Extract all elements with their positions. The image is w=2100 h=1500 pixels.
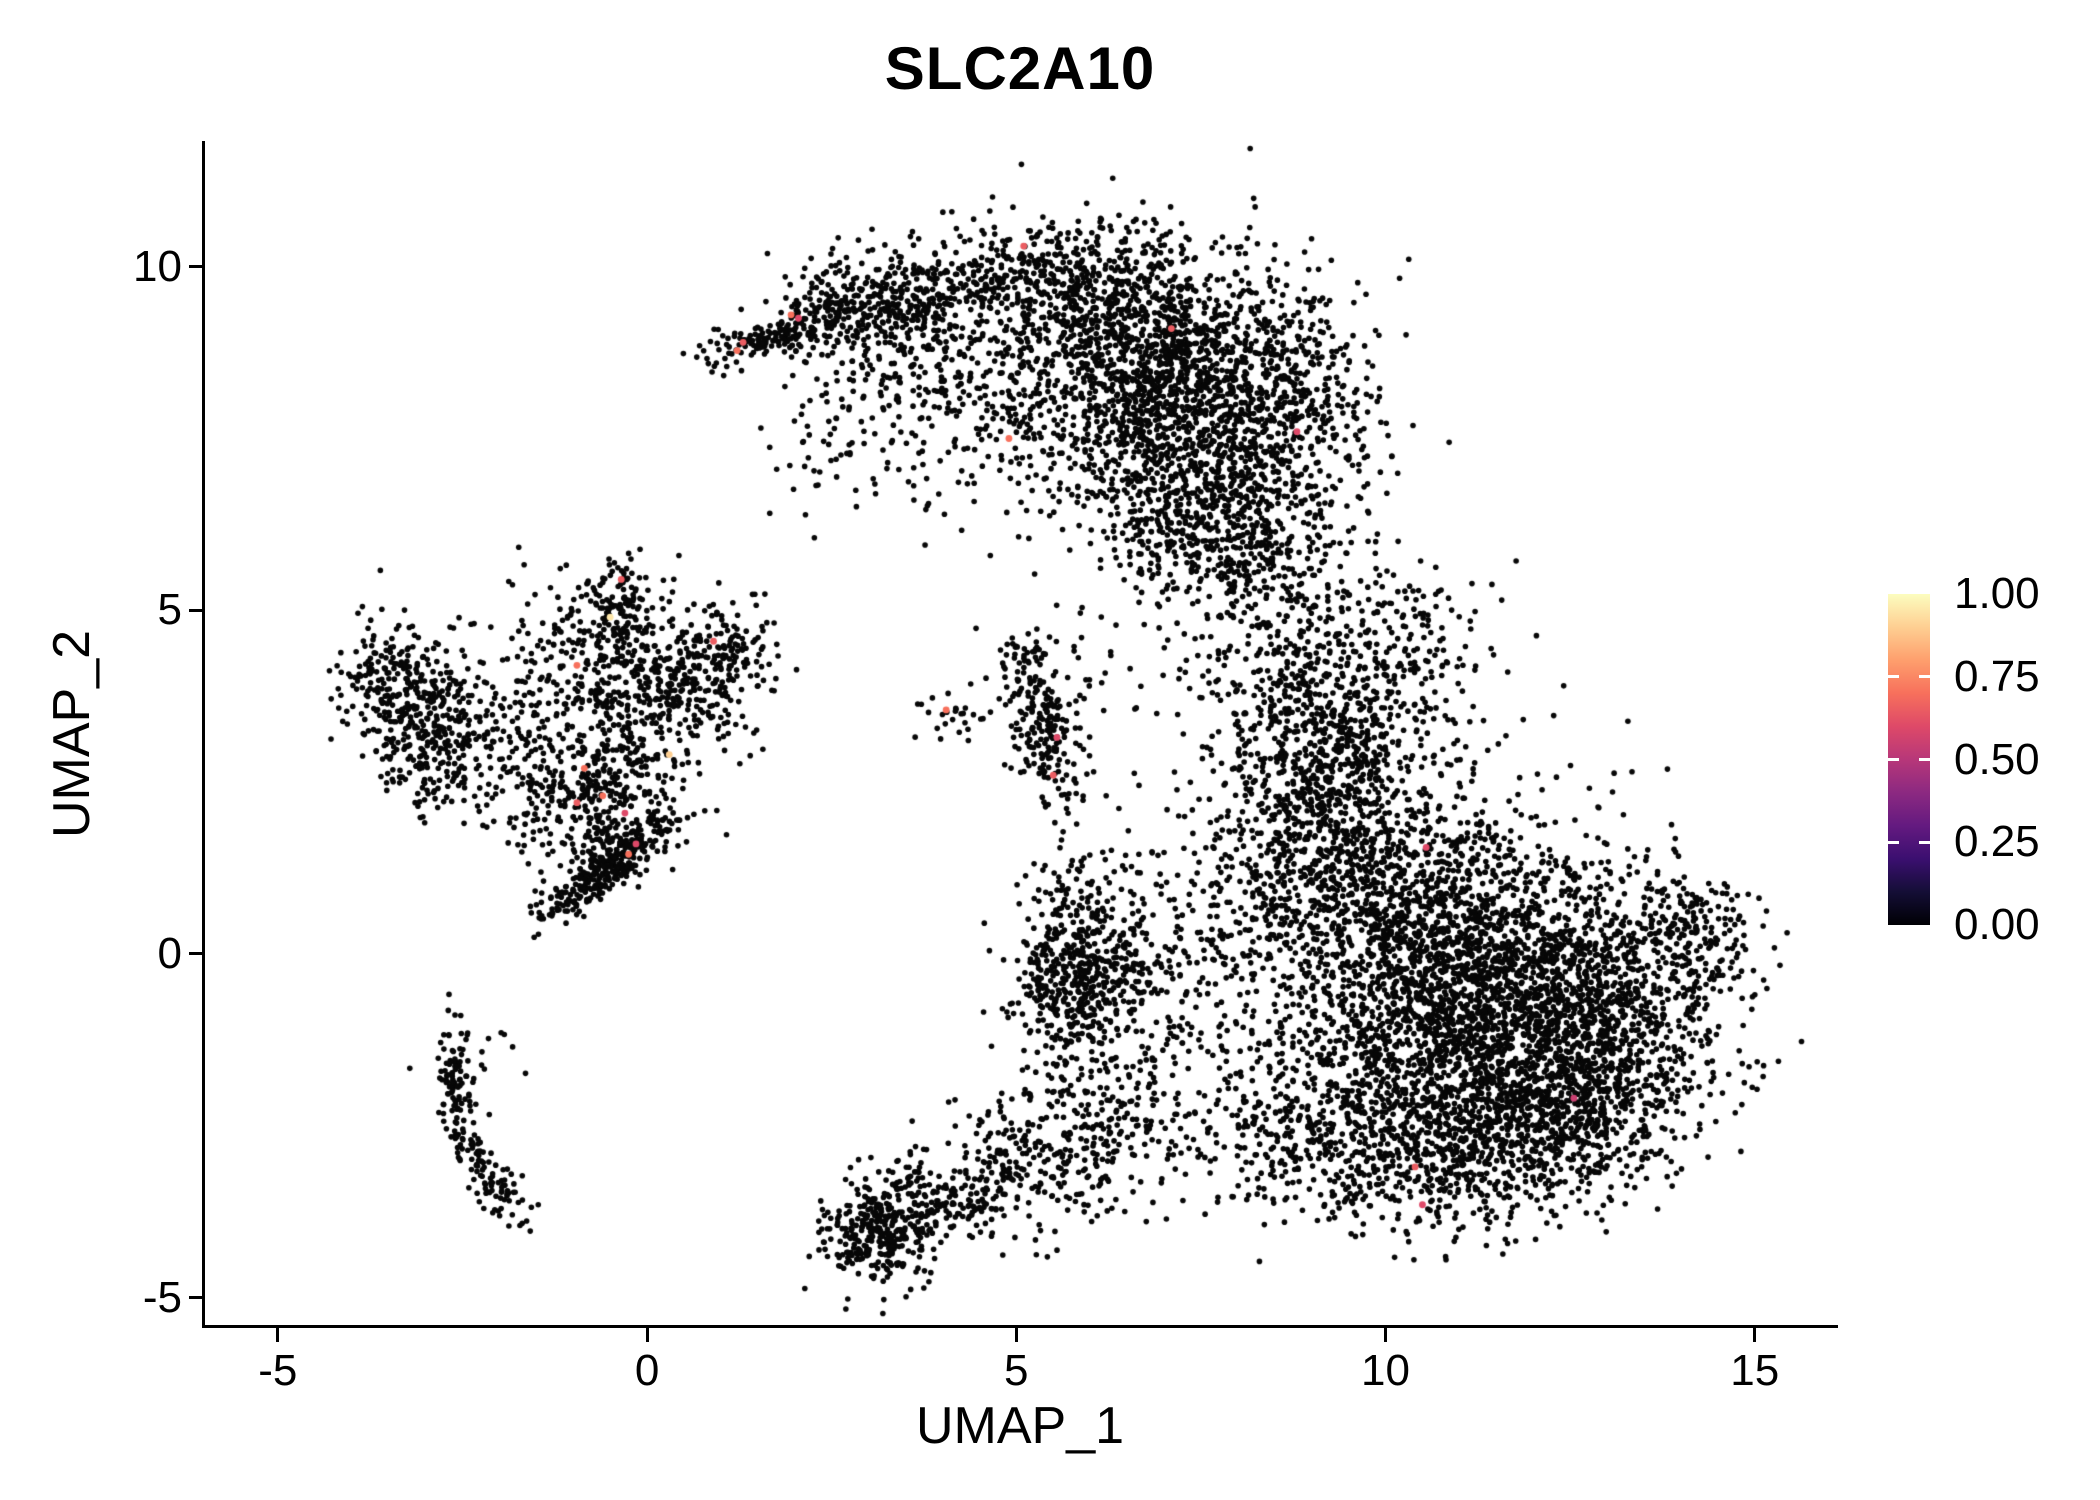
colorbar-tick-mark bbox=[1919, 758, 1930, 761]
colorbar-tick-label: 0.00 bbox=[1954, 900, 2040, 949]
x-axis-line bbox=[202, 1325, 1838, 1328]
colorbar-tick-mark bbox=[1919, 675, 1930, 679]
y-tick-label: 5 bbox=[157, 585, 182, 635]
x-tick-mark bbox=[1753, 1328, 1757, 1342]
y-tick-label: 10 bbox=[133, 241, 182, 291]
x-tick-label: 10 bbox=[1361, 1346, 1411, 1395]
y-axis-line bbox=[202, 141, 205, 1328]
colorbar-tick-label: 1.00 bbox=[1954, 569, 2040, 618]
y-tick-mark bbox=[189, 952, 203, 956]
colorbar-tick-mark bbox=[1919, 840, 1930, 844]
x-tick-mark bbox=[1384, 1328, 1388, 1342]
x-tick-label: 5 bbox=[1004, 1346, 1029, 1395]
x-tick-mark bbox=[645, 1328, 649, 1342]
colorbar-tick-mark bbox=[1888, 840, 1899, 844]
x-tick-mark bbox=[276, 1328, 280, 1342]
y-tick-label: 0 bbox=[157, 928, 182, 978]
x-tick-label: 0 bbox=[634, 1346, 660, 1395]
y-tick-mark bbox=[189, 1296, 203, 1299]
colorbar-tick-mark bbox=[1888, 675, 1899, 679]
x-tick-mark bbox=[1014, 1328, 1018, 1342]
y-tick-mark bbox=[189, 608, 203, 612]
y-tick-mark bbox=[189, 265, 203, 269]
colorbar-tick-label: 0.75 bbox=[1954, 651, 2040, 701]
y-tick-label: -5 bbox=[142, 1272, 182, 1322]
colorbar-tick-label: 0.50 bbox=[1954, 734, 2040, 784]
x-tick-label: -5 bbox=[258, 1346, 298, 1395]
x-tick-label: 15 bbox=[1730, 1346, 1780, 1395]
colorbar-tick-mark bbox=[1888, 758, 1899, 761]
colorbar-tick-label: 0.25 bbox=[1954, 817, 2040, 867]
